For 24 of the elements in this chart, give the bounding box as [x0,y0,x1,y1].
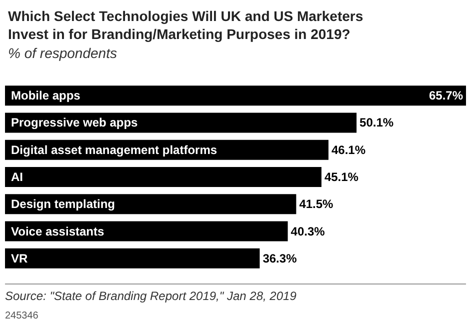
y-tick-label: Design templating [11,197,116,212]
bar [5,221,288,242]
data-label: 45.1% [324,170,359,184]
chart-title: Which Select Technologies Will UK and US Marketers Invest in for Branding/Marketing Purposes in 2019? [8,8,364,42]
bar [5,86,466,106]
data-label: 65.7% [428,88,464,103]
bar [5,112,357,133]
data-label: 40.3% [290,224,326,238]
bar [5,194,296,214]
text: 245346 [5,310,39,322]
y-tick-label: VR [11,251,28,266]
y-tick-label: Mobile apps [11,88,81,103]
bar [5,167,322,187]
source-note: Source: "State of Branding Report 2019," Jan 28, 2019 [5,289,297,303]
data-label: 50.1% [360,116,394,130]
y-tick-label: AI [11,170,23,184]
y-tick-label: Voice assistants [11,224,104,238]
data-label: 36.3% [262,251,298,266]
data-label: 41.5% [299,197,334,212]
data-label: 46.1% [331,142,366,157]
bar [5,248,260,268]
chart-subtitle: % of respondents [8,45,117,61]
y-tick-label: Progressive web apps [11,116,138,130]
y-tick-label: Digital asset management platforms [11,142,218,157]
